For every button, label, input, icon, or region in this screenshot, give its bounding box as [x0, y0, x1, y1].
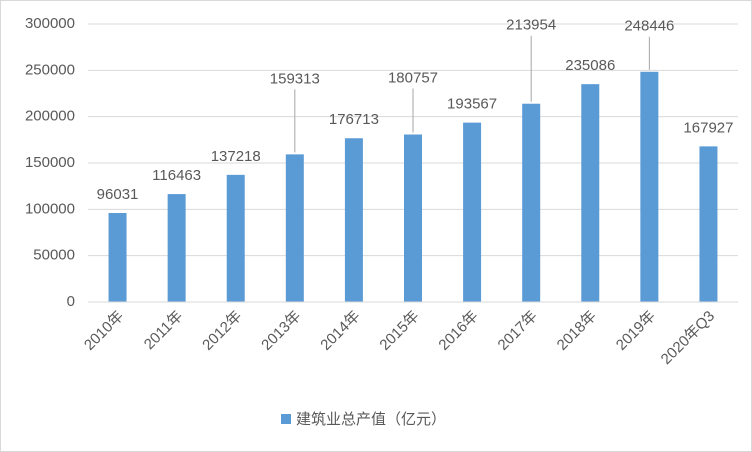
value-label: 193567 — [447, 96, 497, 113]
bar — [285, 154, 304, 302]
bar — [463, 122, 482, 302]
value-label: 176713 — [329, 111, 379, 128]
value-label: 116463 — [152, 167, 201, 184]
y-tick-label: 150000 — [25, 154, 75, 171]
bar — [108, 213, 127, 302]
bar — [581, 84, 600, 302]
bar — [640, 71, 659, 302]
legend-label: 建筑业总产值（亿元） — [296, 411, 446, 428]
bar — [226, 174, 245, 302]
value-label: 96031 — [97, 186, 139, 203]
legend-swatch — [281, 414, 291, 424]
value-label: 248446 — [624, 18, 674, 35]
y-tick-label: 250000 — [25, 61, 75, 78]
value-label: 137218 — [211, 148, 261, 165]
bar — [344, 138, 363, 302]
value-label: 180757 — [388, 69, 438, 86]
y-tick-label: 200000 — [25, 108, 75, 125]
value-label: 213954 — [506, 17, 556, 34]
value-label: 167927 — [683, 119, 733, 136]
value-label: 159313 — [270, 70, 320, 87]
y-tick-label: 300000 — [25, 15, 75, 32]
bar — [522, 103, 541, 302]
value-label: 235086 — [565, 57, 615, 74]
y-tick-label: 50000 — [33, 247, 75, 264]
y-tick-label: 0 — [67, 293, 75, 310]
bar — [699, 146, 718, 302]
bar — [167, 194, 186, 302]
y-tick-label: 100000 — [25, 200, 75, 217]
bar — [404, 134, 422, 302]
